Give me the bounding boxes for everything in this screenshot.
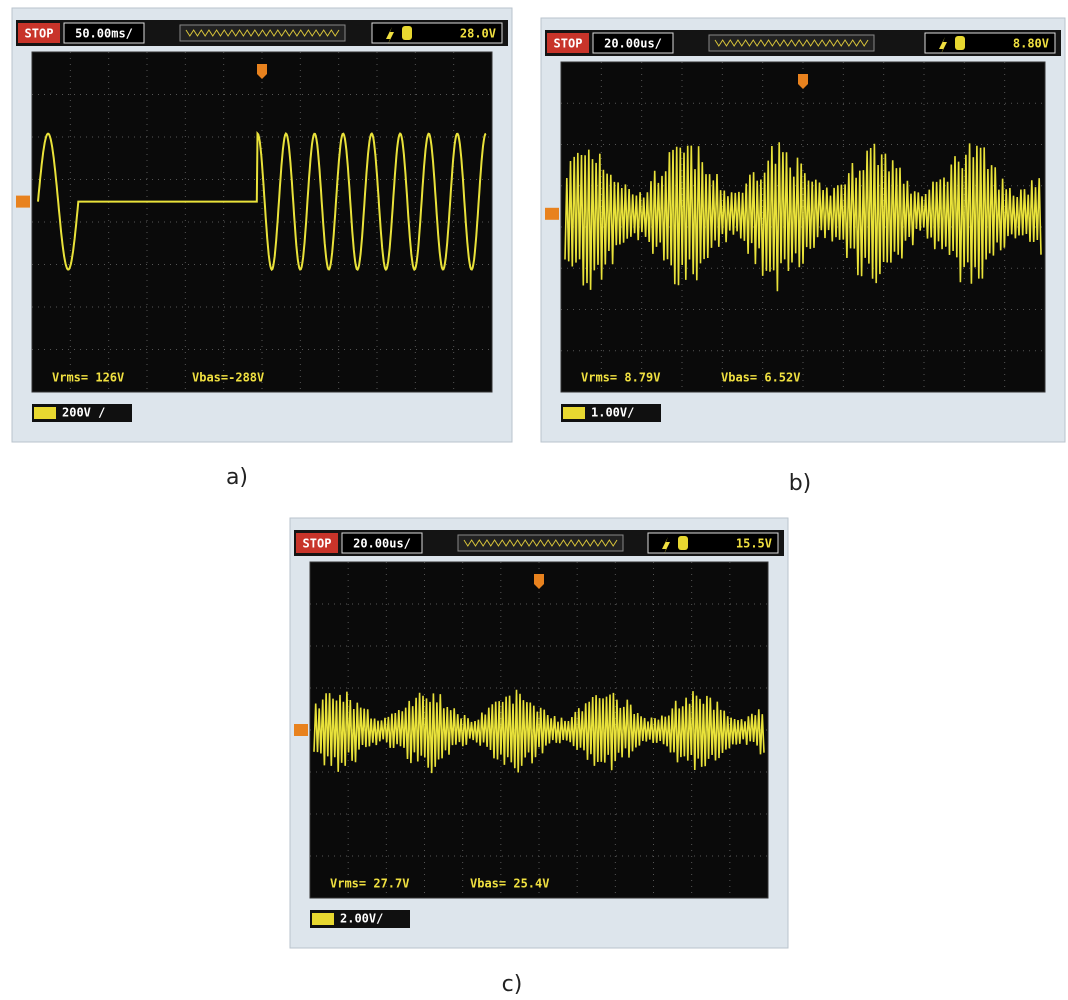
caption: b) — [789, 471, 812, 496]
status: STOP — [554, 37, 583, 51]
trigger-level: 15.5V — [736, 537, 772, 551]
channel-scale: 200V / — [62, 406, 105, 420]
vrms: Vrms= 27.7V — [330, 877, 409, 891]
vrms: Vrms= 126V — [52, 371, 124, 385]
oscilloscope-panel: STOP 50.00ms/28.0V Vrms= 126V Vbas=-288V 200… — [12, 8, 512, 490]
status: STOP — [303, 537, 332, 551]
channel-scale: 1.00V/ — [591, 406, 634, 420]
ground-marker — [294, 724, 308, 736]
vbas: Vbas=-288V — [192, 371, 264, 385]
caption: a) — [226, 465, 248, 490]
channel-tag — [312, 913, 334, 925]
memory-bar — [180, 25, 345, 41]
ground-marker — [545, 208, 559, 220]
timebase: 20.00us/ — [353, 537, 411, 551]
channel-icon — [402, 26, 412, 40]
channel-scale: 2.00V/ — [340, 912, 383, 926]
memory-bar — [709, 35, 874, 51]
figure: STOP 50.00ms/28.0V Vrms= 126V Vbas=-288V 200… — [0, 0, 1068, 1000]
status: STOP — [25, 27, 54, 41]
timebase: 20.00us/ — [604, 37, 662, 51]
vbas: Vbas= 6.52V — [721, 371, 800, 385]
channel-icon — [678, 536, 688, 550]
caption: c) — [502, 972, 523, 997]
memory-bar — [458, 535, 623, 551]
oscilloscope-panel: STOP 20.00us/15.5V Vrms= 27.7V Vbas= 25.4V 2… — [290, 518, 788, 997]
oscilloscope-panel: STOP 20.00us/8.80V Vrms= 8.79V Vbas= 6.52V 1… — [541, 18, 1065, 496]
timebase: 50.00ms/ — [75, 27, 133, 41]
vrms: Vrms= 8.79V — [581, 371, 660, 385]
trigger-level: 8.80V — [1013, 37, 1049, 51]
vbas: Vbas= 25.4V — [470, 877, 549, 891]
channel-tag — [34, 407, 56, 419]
ground-marker — [16, 196, 30, 208]
trigger-level: 28.0V — [460, 27, 496, 41]
channel-tag — [563, 407, 585, 419]
channel-icon — [955, 36, 965, 50]
